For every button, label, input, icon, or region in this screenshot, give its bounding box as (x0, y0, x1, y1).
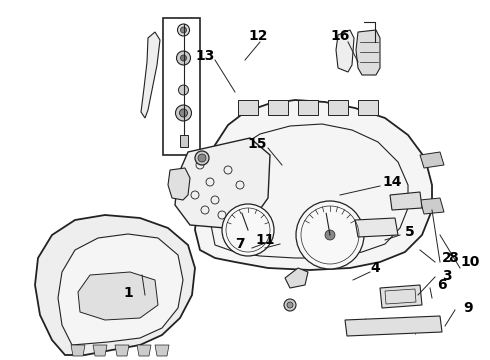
Polygon shape (93, 345, 107, 356)
Polygon shape (179, 135, 188, 147)
Polygon shape (336, 30, 354, 72)
Polygon shape (345, 316, 442, 336)
Circle shape (180, 55, 187, 61)
Circle shape (296, 201, 364, 269)
Polygon shape (238, 100, 258, 115)
Text: 7: 7 (235, 237, 245, 251)
Polygon shape (78, 272, 158, 320)
Text: 4: 4 (370, 261, 380, 275)
Text: 5: 5 (405, 225, 415, 239)
Polygon shape (137, 345, 151, 356)
Circle shape (287, 302, 293, 308)
Circle shape (175, 105, 192, 121)
Text: 1: 1 (123, 286, 133, 300)
Text: 13: 13 (196, 49, 215, 63)
Circle shape (198, 154, 206, 162)
Circle shape (179, 109, 188, 117)
Text: 3: 3 (442, 269, 452, 283)
Polygon shape (355, 218, 398, 237)
Text: 9: 9 (463, 301, 473, 315)
Circle shape (178, 85, 189, 95)
Text: 10: 10 (460, 255, 480, 269)
Polygon shape (390, 192, 422, 210)
Polygon shape (35, 215, 195, 355)
Text: 16: 16 (330, 29, 350, 43)
Polygon shape (141, 32, 160, 118)
Polygon shape (71, 345, 85, 356)
Circle shape (177, 24, 190, 36)
Circle shape (325, 230, 335, 240)
Polygon shape (168, 168, 190, 200)
Polygon shape (155, 345, 169, 356)
Polygon shape (298, 100, 318, 115)
Polygon shape (195, 100, 432, 270)
Text: 15: 15 (247, 137, 267, 151)
Polygon shape (380, 285, 422, 308)
Polygon shape (268, 100, 288, 115)
Polygon shape (285, 268, 308, 288)
Polygon shape (115, 345, 129, 356)
Circle shape (284, 299, 296, 311)
Text: 12: 12 (248, 29, 268, 43)
Circle shape (195, 151, 209, 165)
Circle shape (222, 204, 274, 256)
Text: 8: 8 (448, 251, 458, 265)
Polygon shape (58, 234, 183, 345)
Text: 2: 2 (442, 251, 452, 265)
Polygon shape (420, 152, 444, 168)
Polygon shape (356, 30, 380, 75)
Circle shape (176, 51, 191, 65)
Text: 6: 6 (437, 278, 447, 292)
Polygon shape (328, 100, 348, 115)
Polygon shape (420, 198, 444, 214)
Text: 14: 14 (382, 175, 402, 189)
Polygon shape (358, 100, 378, 115)
Text: 11: 11 (255, 233, 275, 247)
Polygon shape (175, 138, 270, 228)
Circle shape (180, 27, 187, 33)
Bar (163, 18, 200, 155)
